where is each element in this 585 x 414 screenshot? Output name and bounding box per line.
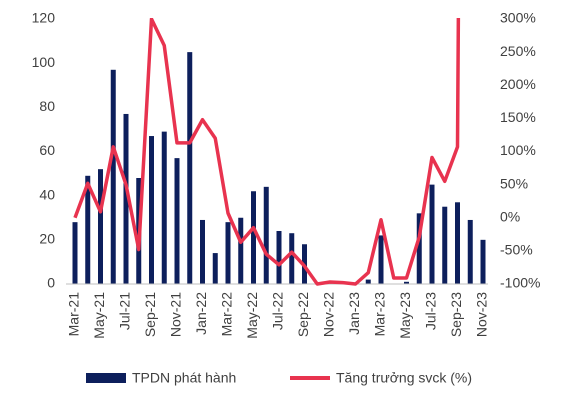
bar — [98, 169, 103, 284]
y-tick-label: 100 — [32, 54, 56, 70]
y2-tick-label: 300% — [500, 10, 536, 26]
x-tick-label: May-23 — [397, 292, 413, 339]
bar — [455, 202, 460, 284]
legend-label: TPDN phát hành — [132, 370, 236, 386]
x-tick-label: Mar-22 — [219, 292, 235, 337]
bar — [365, 279, 371, 284]
bar — [123, 113, 129, 284]
y2-tick-label: 200% — [500, 76, 536, 92]
y-tick-label: 0 — [47, 275, 55, 291]
bar — [429, 184, 435, 284]
x-tick-label: Sep-23 — [448, 292, 464, 337]
bar — [416, 213, 422, 284]
x-tick-label: Sep-22 — [295, 292, 311, 337]
bar — [263, 186, 269, 284]
x-tick-label: Nov-22 — [321, 292, 337, 337]
bar — [289, 233, 295, 284]
bar — [378, 235, 384, 284]
bar — [72, 222, 78, 284]
bar — [149, 136, 154, 284]
x-tick-label: May-22 — [244, 292, 260, 339]
bar — [174, 158, 180, 284]
bar — [442, 206, 448, 284]
x-tick-label: Jan-23 — [346, 292, 362, 335]
y2-tick-label: 0% — [500, 208, 520, 224]
y2-tick-label: 50% — [500, 175, 528, 191]
bar — [276, 231, 282, 284]
bar — [212, 253, 218, 284]
bar — [251, 191, 256, 284]
legend-swatch — [86, 373, 126, 383]
bar — [85, 175, 91, 284]
y-tick-label: 40 — [39, 186, 55, 202]
x-tick-label: Jul-21 — [117, 292, 133, 330]
x-tick-label: Jul-22 — [270, 292, 286, 330]
y-tick-label: 80 — [39, 98, 55, 114]
bar — [467, 219, 473, 284]
x-tick-label: Mar-21 — [66, 292, 82, 337]
x-tick-label: May-21 — [91, 292, 107, 339]
line — [73, 18, 461, 286]
x-tick-label: Jan-22 — [193, 292, 209, 335]
line-layer — [73, 18, 461, 286]
bar — [404, 281, 409, 284]
bar — [225, 222, 231, 284]
y2-tick-label: -50% — [500, 242, 533, 258]
y2-tick-label: -100% — [500, 275, 540, 291]
x-tick-label: Sep-21 — [142, 292, 158, 337]
bar — [161, 131, 167, 284]
y2-tick-label: 250% — [500, 43, 536, 59]
y-tick-label: 120 — [32, 10, 56, 26]
x-tick-label: Jul-23 — [423, 292, 439, 330]
bar — [187, 52, 193, 284]
y-tick-label: 60 — [39, 142, 55, 158]
bar — [110, 69, 116, 285]
y-tick-label: 20 — [39, 231, 55, 247]
bar — [200, 219, 205, 284]
y2-tick-label: 150% — [500, 109, 536, 125]
bar — [238, 217, 244, 284]
bar — [480, 239, 486, 284]
y2-tick-label: 100% — [500, 142, 536, 158]
x-tick-label: Mar-23 — [372, 292, 388, 337]
x-tick-label: Nov-21 — [168, 292, 184, 337]
legend-label: Tăng trưởng svck (%) — [336, 370, 472, 386]
x-tick-label: Nov-23 — [474, 292, 490, 337]
